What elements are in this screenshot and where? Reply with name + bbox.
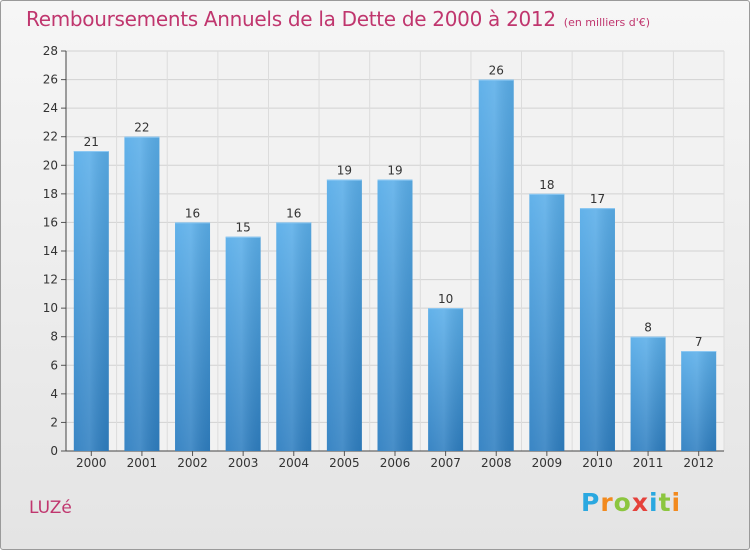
y-tick-label: 14 [43,244,58,258]
x-tick-label: 2012 [683,456,714,470]
data-label: 8 [644,321,652,335]
data-label: 19 [387,164,402,178]
y-tick-label: 6 [50,358,58,372]
x-tick-label: 2010 [582,456,613,470]
bar-shine [630,336,666,451]
y-tick-label: 24 [43,101,58,115]
y-tick-label: 22 [43,130,58,144]
y-tick-label: 16 [43,215,58,229]
logo-letter: P [581,488,601,517]
bar-shine [428,308,464,451]
data-label: 19 [337,164,352,178]
logo-letter: t [658,488,672,517]
x-tick-label: 2011 [633,456,664,470]
y-tick-label: 8 [50,330,58,344]
logo-letter: i [671,488,682,517]
logo-letter: x [631,488,649,517]
x-tick-label: 2003 [228,456,259,470]
data-label: 22 [134,121,149,135]
data-labels: 21 22 16 15 16 19 19 10 26 18 17 8 7 [84,64,703,349]
bar-shine [225,236,261,451]
bar-shine [124,136,160,451]
data-label: 10 [438,292,453,306]
bars [73,79,717,452]
logo-letter: i [649,488,659,517]
bar-shine [326,179,362,452]
x-tick-label: 2008 [481,456,512,470]
chart-title-block: Remboursements Annuels de la Dette de 20… [26,7,650,31]
x-tick-label: 2004 [278,456,309,470]
commune-name: LUZé [29,498,72,518]
bar-shine [175,222,211,451]
y-tick-label: 10 [43,301,58,315]
bar-shine [73,151,109,451]
data-label: 17 [590,192,605,206]
logo-letter: o [613,488,632,517]
bar-shine [276,222,312,451]
x-tick-label: 2001 [127,456,158,470]
bar-shine [377,179,413,452]
data-label: 18 [539,178,554,192]
x-tick-label: 2009 [532,456,563,470]
data-label: 26 [489,64,504,78]
bar-shine [681,351,717,451]
x-tick-label: 2000 [76,456,107,470]
y-tick-label: 18 [43,187,58,201]
y-tick-label: 4 [50,387,58,401]
y-tick-label: 20 [43,158,58,172]
data-label: 7 [695,335,703,349]
x-tick-label: 2006 [380,456,411,470]
y-tick-label: 0 [50,444,58,458]
data-label: 15 [236,221,251,235]
y-tick-label: 2 [50,415,58,429]
proxiti-logo: Proxiti [581,488,681,517]
data-label: 16 [185,206,200,220]
y-tick-label: 12 [43,273,58,287]
chart-subtitle: (en milliers d'€) [563,16,651,29]
bar-shine [579,208,615,451]
x-tick-label: 2002 [177,456,208,470]
logo-letter: r [600,488,614,517]
data-label: 21 [84,135,99,149]
y-tick-label: 28 [43,44,58,58]
x-tick-label: 2007 [430,456,461,470]
data-label: 16 [286,206,301,220]
y-tick-label: 26 [43,73,58,87]
bar-shine [529,193,565,451]
chart-title: Remboursements Annuels de la Dette de 20… [26,7,556,31]
bar-shine [478,79,514,452]
x-tick-label: 2005 [329,456,360,470]
